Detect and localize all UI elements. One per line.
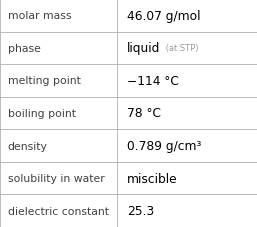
Text: melting point: melting point (8, 76, 81, 86)
Text: molar mass: molar mass (8, 11, 71, 21)
Text: 0.789 g/cm³: 0.789 g/cm³ (127, 139, 201, 152)
Text: dielectric constant: dielectric constant (8, 206, 109, 216)
Text: miscible: miscible (127, 172, 178, 185)
Text: boiling point: boiling point (8, 109, 76, 118)
Text: 46.07 g/mol: 46.07 g/mol (127, 10, 201, 23)
Text: phase: phase (8, 44, 41, 54)
Text: density: density (8, 141, 48, 151)
Text: 25.3: 25.3 (127, 204, 154, 217)
Text: liquid: liquid (127, 42, 161, 55)
Text: −114 °C: −114 °C (127, 75, 179, 88)
Text: (at STP): (at STP) (163, 44, 199, 53)
Text: solubility in water: solubility in water (8, 173, 104, 183)
Text: 78 °C: 78 °C (127, 107, 161, 120)
